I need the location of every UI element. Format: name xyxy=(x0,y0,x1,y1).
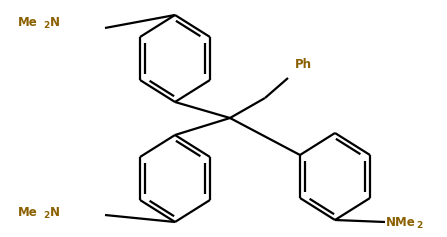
Text: N: N xyxy=(50,15,60,28)
Text: 2: 2 xyxy=(43,211,49,220)
Text: Me: Me xyxy=(18,15,38,28)
Text: Ph: Ph xyxy=(295,59,312,72)
Text: N: N xyxy=(50,206,60,219)
Text: Me: Me xyxy=(18,206,38,219)
Text: 2: 2 xyxy=(43,20,49,29)
Text: 2: 2 xyxy=(416,220,422,229)
Text: NMe: NMe xyxy=(386,215,416,228)
